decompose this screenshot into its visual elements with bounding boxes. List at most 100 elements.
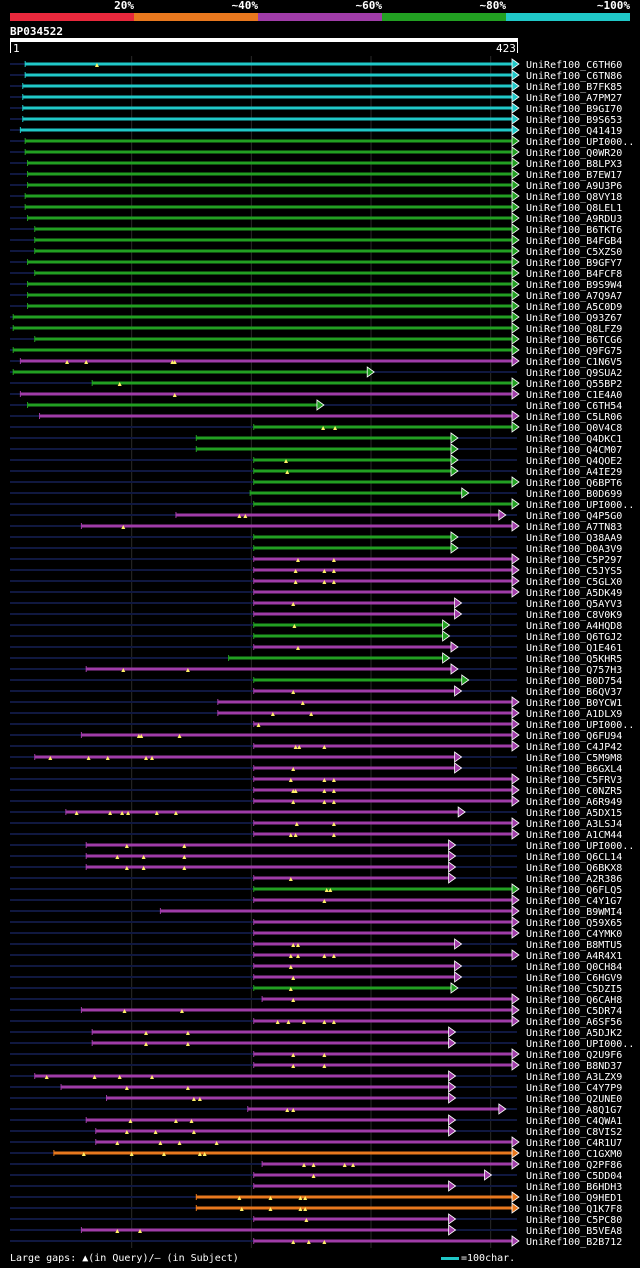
gap-marker	[288, 877, 293, 881]
hit-row	[10, 861, 517, 873]
identity-scale-bar	[10, 13, 630, 21]
hit-end-arrow	[511, 740, 520, 752]
gap-marker	[322, 899, 327, 903]
hit-label: UniRef100_B6TCG6	[526, 335, 622, 346]
hit-row	[10, 927, 520, 939]
hit-row	[10, 630, 517, 642]
hit-row	[10, 1158, 520, 1170]
identity-scale-labels: 20% ~40% ~60% ~80% ~100%	[0, 0, 640, 12]
hit-label: UniRef100_C5DD04	[526, 1171, 622, 1182]
hit-label: UniRef100_B0D699	[526, 489, 622, 500]
hit-end-arrow	[511, 707, 520, 719]
hit-end-arrow	[450, 432, 459, 444]
hit-row	[10, 245, 520, 257]
gap-marker	[351, 1163, 356, 1167]
hit-label: UniRef100_B9S653	[526, 115, 622, 126]
hit-label: UniRef100_UPI000..	[526, 137, 634, 148]
hit-row	[10, 190, 520, 202]
hit-row	[10, 696, 520, 708]
hit-label: UniRef100_B9WMI4	[526, 907, 622, 918]
gap-marker	[237, 1196, 242, 1200]
gap-marker	[185, 668, 190, 672]
hit-end-arrow	[511, 718, 520, 730]
hit-end-arrow	[498, 1103, 507, 1115]
hit-label: UniRef100_C5JYS5	[526, 566, 622, 577]
hit-label: UniRef100_C5LR06	[526, 412, 622, 423]
hit-end-arrow	[511, 586, 520, 598]
hit-end-arrow	[511, 322, 520, 334]
hit-row	[10, 795, 520, 807]
hit-end-arrow	[511, 344, 520, 356]
hit-row	[10, 564, 520, 576]
hit-end-arrow	[450, 663, 459, 675]
gap-marker	[291, 1064, 296, 1068]
hit-row	[10, 707, 520, 719]
hit-label: UniRef100_UPI000..	[526, 841, 634, 852]
gap-marker	[333, 426, 338, 430]
hit-row	[10, 894, 520, 906]
gap-marker	[214, 1141, 219, 1145]
gap-marker	[138, 1229, 143, 1233]
hit-row	[10, 729, 520, 741]
hit-end-arrow	[511, 1158, 520, 1170]
hit-label: UniRef100_Q5KHR5	[526, 654, 622, 665]
hit-label: UniRef100_Q6BKX8	[526, 863, 622, 874]
hit-row	[10, 586, 520, 598]
hit-row	[10, 421, 520, 433]
hit-end-arrow	[316, 399, 325, 411]
hit-label: UniRef100_C5DZI5	[526, 984, 622, 995]
gap-marker	[44, 1075, 49, 1079]
gap-marker	[296, 646, 301, 650]
hit-end-arrow	[461, 487, 470, 499]
hit-label: UniRef100_Q6TGJ2	[526, 632, 622, 643]
hit-end-arrow	[511, 1136, 520, 1148]
gap-marker	[144, 1042, 149, 1046]
hit-end-arrow	[511, 773, 520, 785]
gap-marker	[86, 756, 91, 760]
scale-label-100: ~100%	[596, 0, 630, 12]
gap-marker	[237, 514, 242, 518]
hit-row	[10, 1059, 520, 1071]
gap-marker	[322, 800, 327, 804]
hit-label: UniRef100_Q59X65	[526, 918, 622, 929]
hit-end-arrow	[511, 146, 520, 158]
gap-marker	[342, 1163, 347, 1167]
hit-end-arrow	[511, 421, 520, 433]
gap-marker	[121, 668, 126, 672]
scale-label-80: ~80%	[479, 0, 507, 12]
gap-marker	[324, 888, 329, 892]
hit-end-arrow	[511, 69, 520, 81]
hit-end-arrow	[442, 619, 451, 631]
hit-label: UniRef100_C1N6V5	[526, 357, 622, 368]
hit-end-arrow	[454, 762, 463, 774]
hit-end-arrow	[450, 641, 459, 653]
hit-end-arrow	[511, 564, 520, 576]
gap-marker	[124, 1086, 129, 1090]
hit-label: UniRef100_B4FGB4	[526, 236, 622, 247]
hit-row	[10, 828, 520, 840]
hit-row	[10, 201, 520, 213]
hit-label: UniRef100_C4R1U7	[526, 1138, 622, 1149]
hit-end-arrow	[511, 278, 520, 290]
hit-label: UniRef100_B6QV37	[526, 687, 622, 698]
hit-label: UniRef100_Q2PF86	[526, 1160, 622, 1171]
hit-label: UniRef100_Q757H3	[526, 665, 622, 676]
hit-label: UniRef100_A4HQD8	[526, 621, 622, 632]
hit-label: UniRef100_C4QWA1	[526, 1116, 622, 1127]
hit-row	[10, 487, 517, 499]
gap-marker	[284, 459, 289, 463]
gap-marker	[141, 855, 146, 859]
hit-row	[10, 872, 517, 884]
gap-marker	[197, 1097, 202, 1101]
hit-row	[10, 1048, 520, 1060]
hit-row	[10, 916, 520, 928]
hit-label: UniRef100_Q8LEL1	[526, 203, 622, 214]
hit-end-arrow	[511, 190, 520, 202]
hit-row	[10, 443, 517, 455]
hit-row	[10, 124, 520, 136]
hit-row	[10, 344, 520, 356]
hit-label: UniRef100_B5VEA8	[526, 1226, 622, 1237]
hit-row	[10, 168, 520, 180]
hit-end-arrow	[511, 949, 520, 961]
hit-end-arrow	[461, 674, 470, 686]
